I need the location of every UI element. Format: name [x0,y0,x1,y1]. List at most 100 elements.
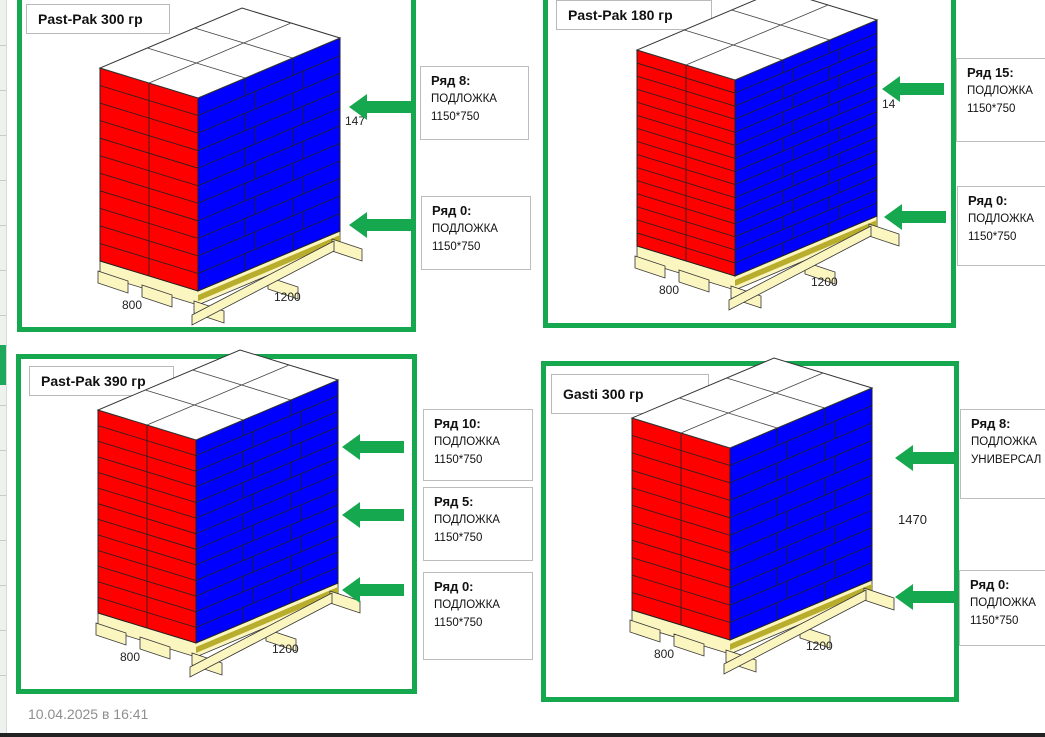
pallet-block [139,636,171,660]
pallet-board [728,225,872,311]
height-dimension: 1470 [898,512,927,527]
top-grid-line [194,27,293,59]
side-row-line [195,504,339,566]
side-row-line [734,45,878,107]
side-row-line [734,124,878,185]
side-row-line [197,177,341,239]
side-row-line [195,457,339,519]
top-grid-line [679,397,778,429]
side-row-line [729,544,873,606]
pallet-diagram: 800 1200 14 [634,0,900,311]
width-dimension: 800 [654,647,674,661]
panel-title: Past-Pak 300 гр [26,4,170,34]
pallet-block [141,284,173,308]
side-row-line [195,410,339,472]
side-row-line [734,202,878,264]
side-row-line [197,142,341,204]
pallet-diagram: 800 1200 [95,349,361,678]
side-row-line [729,422,873,484]
top-grid-line [680,372,824,434]
arrow-left-icon [349,94,411,120]
side-row-line [197,90,341,152]
side-row-line [734,176,878,238]
arrow-left-icon [349,212,411,238]
side-row-line [734,32,878,94]
arrow-left-icon [882,76,944,102]
pallet-shadow [198,235,340,301]
side-row-line [734,189,878,251]
bottom-border [0,733,1045,737]
side-row-line [729,474,873,536]
side-row-line [195,551,339,613]
side-row-line [197,213,341,274]
top-grid-line [684,29,783,61]
width-dimension: 800 [122,298,142,312]
side-row-line [734,111,878,172]
width-dimension: 800 [659,283,679,297]
layer-label: Ряд 10: ПОДЛОЖКА 1150*750 [423,409,533,481]
side-row-line [197,195,341,257]
top-grid-line [726,377,825,409]
top-grid-line [146,364,290,426]
pallet-diagram: 800 1200 [629,357,895,675]
layer-label: Ряд 15: ПОДЛОЖКА 1150*750 [956,58,1045,142]
side-row-line [197,125,341,187]
message-timestamp: 10.04.2025 в 16:41 [28,706,149,722]
layer-label: Ряд 5: ПОДЛОЖКА 1150*750 [423,487,533,561]
pallet-shadow [735,220,877,286]
side-row-line [195,520,339,581]
top-grid-line [145,389,244,421]
side-row-line [195,567,339,628]
side-row-line [729,439,873,501]
layer-label: Ряд 8: ПОДЛОЖКА УНИВЕРСАЛ [960,409,1045,499]
pallet-block [629,619,661,643]
side-row-line [734,84,878,146]
side-row-line [195,488,339,550]
pallet-block [863,587,895,611]
side-row-line [197,72,341,134]
side-row-line [729,562,873,623]
length-dimension: 1200 [806,639,833,653]
top-grid-line [731,9,830,41]
length-dimension: 1200 [272,642,299,656]
pallet-shadow [730,584,872,650]
side-row-line [197,107,341,169]
side-row-line [734,137,878,198]
panel-title: Past-Pak 390 гр [29,366,174,396]
pallet-block [95,622,127,646]
pallet-board [191,240,335,326]
arrow-left-icon [895,445,957,471]
layer-label: Ряд 0: ПОДЛОЖКА 1150*750 [959,570,1045,646]
side-row-line [195,395,339,456]
layer-label: Ряд 0: ПОДЛОЖКА 1150*750 [421,196,531,270]
arrow-left-icon [342,577,404,603]
arrow-left-icon [884,204,946,230]
side-row-line [729,405,873,466]
pallet-block [678,269,710,293]
side-row-line [197,160,341,222]
side-row-line [195,473,339,535]
side-row-line [195,535,339,597]
arrow-left-icon [342,434,404,460]
length-dimension: 1200 [811,275,838,289]
side-row-line [195,442,339,503]
height-dimension: 14 [882,97,896,111]
side-row-line [734,71,878,133]
side-row-line [729,457,873,519]
side-row-line [729,492,873,554]
pallet-block [634,255,666,279]
layer-label: Ряд 0: ПОДЛОЖКА 1150*750 [423,572,533,660]
side-row-line [734,150,878,212]
side-row-line [734,163,878,225]
spreadsheet-edge [0,0,7,737]
width-dimension: 800 [120,650,140,664]
side-row-line [729,509,873,571]
top-grid-line [148,22,292,84]
pallet-diagram: 800 1200 147 [97,7,365,326]
length-dimension: 1200 [274,290,301,304]
arrow-left-icon [895,584,957,610]
pallet-board [723,589,867,675]
side-row-line [197,55,341,116]
panel-title: Past-Pak 180 гр [556,0,712,30]
pallet-shadow [196,587,338,653]
